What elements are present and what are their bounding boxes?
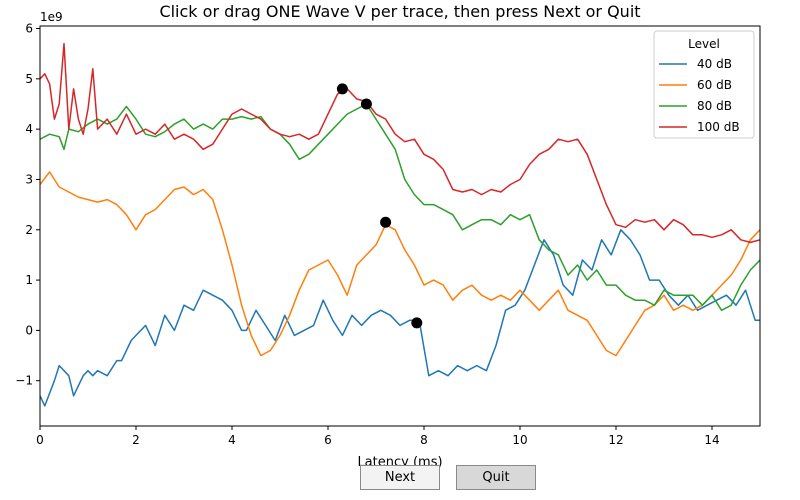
chart-title: Click or drag ONE Wave V per trace, then… <box>159 2 640 21</box>
x-tick-label: 10 <box>512 433 527 447</box>
y-tick-label: 5 <box>25 72 33 86</box>
legend: Level 40 dB 60 dB 80 dB 100 dB <box>653 30 755 139</box>
x-axis: 0 2 4 6 8 10 12 14 <box>36 426 720 447</box>
x-tick-label: 6 <box>324 433 332 447</box>
series-layer <box>40 42 760 407</box>
x-tick-label: 14 <box>704 433 719 447</box>
x-tick-label: 4 <box>228 433 236 447</box>
series-line-80-db[interactable] <box>40 103 760 312</box>
y-tick-label: 4 <box>25 122 33 136</box>
y-tick-label: 2 <box>25 223 33 237</box>
legend-entry: 40 dB <box>697 57 732 71</box>
plot-frame <box>39 25 761 427</box>
y-axis-multiplier: 1e9 <box>40 10 63 24</box>
series-line-40-db[interactable] <box>40 229 760 407</box>
series-line-60-db[interactable] <box>40 171 760 357</box>
y-tick-label: −1 <box>15 374 33 388</box>
series-line-100-db[interactable] <box>40 42 760 244</box>
wave-v-marker[interactable] <box>336 83 348 95</box>
y-tick-label: 1 <box>25 273 33 287</box>
x-tick-label: 2 <box>132 433 140 447</box>
x-tick-label: 12 <box>608 433 623 447</box>
legend-entry: 60 dB <box>697 78 732 92</box>
legend-title: Level <box>688 37 720 51</box>
legend-entry: 80 dB <box>697 99 732 113</box>
quit-button[interactable]: Quit <box>456 465 536 490</box>
legend-box <box>653 30 755 139</box>
marker-layer <box>336 83 423 329</box>
wave-v-marker[interactable] <box>360 98 372 110</box>
y-tick-label: 0 <box>25 323 33 337</box>
y-axis: −1 0 1 2 3 4 5 6 <box>15 22 40 388</box>
x-tick-label: 8 <box>420 433 428 447</box>
y-tick-label: 6 <box>25 22 33 36</box>
wave-v-marker[interactable] <box>411 317 423 329</box>
legend-entry: 100 dB <box>697 120 740 134</box>
wave-v-marker[interactable] <box>380 216 392 228</box>
x-tick-label: 0 <box>36 433 44 447</box>
y-tick-label: 3 <box>25 172 33 186</box>
next-button[interactable]: Next <box>360 465 440 490</box>
